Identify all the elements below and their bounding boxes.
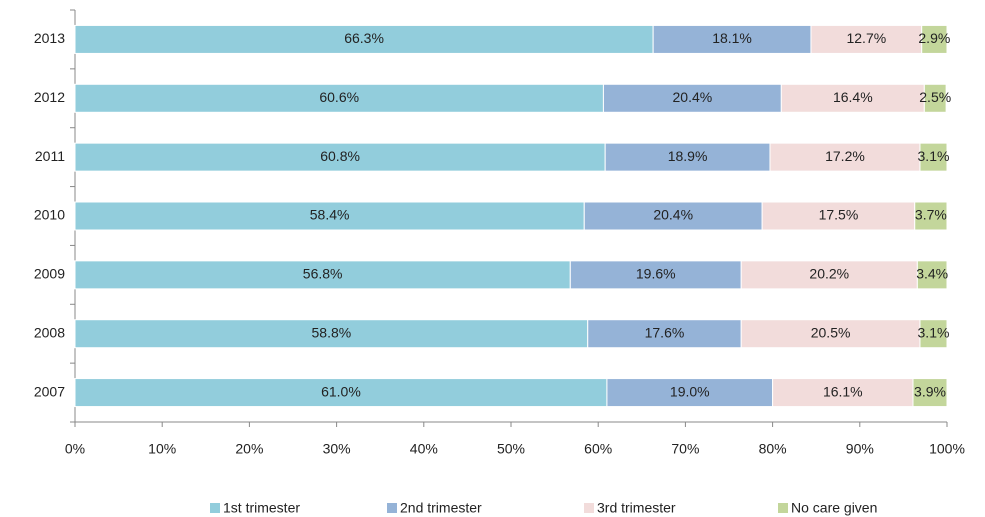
value-label: 17.2% (825, 148, 865, 164)
bar-segment (919, 142, 948, 172)
legend-swatch (584, 503, 594, 513)
bar-segment (912, 378, 948, 408)
x-tick-label: 50% (497, 441, 525, 457)
legend-swatch (210, 503, 220, 513)
y-tick-label: 2008 (34, 324, 65, 340)
bar-segment (916, 260, 948, 290)
value-label: 20.5% (811, 324, 851, 340)
bar-segment (740, 319, 921, 349)
value-label: 19.0% (670, 383, 710, 399)
x-tick-label: 10% (148, 441, 176, 457)
value-label: 3.4% (916, 266, 948, 282)
value-label: 20.2% (809, 266, 849, 282)
value-label: 18.1% (712, 30, 752, 46)
bar-segment (769, 142, 921, 172)
value-label: 18.9% (668, 148, 708, 164)
value-label: 3.1% (918, 324, 950, 340)
legend-swatch (387, 503, 397, 513)
value-label: 20.4% (673, 89, 713, 105)
y-tick-label: 2007 (34, 383, 65, 399)
legend-swatch (778, 503, 788, 513)
bar-segment (74, 260, 571, 290)
value-label: 3.9% (914, 383, 946, 399)
bar-segment (583, 201, 763, 231)
bar-segment (569, 260, 742, 290)
value-label: 2.5% (919, 89, 951, 105)
value-label: 17.6% (645, 324, 685, 340)
legend-label: 2nd trimester (400, 500, 482, 516)
value-label: 12.7% (846, 30, 886, 46)
value-label: 56.8% (303, 266, 343, 282)
legend-label: 1st trimester (223, 500, 300, 516)
bar-segment (923, 83, 947, 113)
bar-segment (74, 319, 589, 349)
bar-segment (74, 142, 606, 172)
bar-segment (602, 83, 782, 113)
value-label: 19.6% (636, 266, 676, 282)
bar-segment (921, 24, 948, 54)
y-tick-label: 2013 (34, 30, 65, 46)
value-label: 60.8% (320, 148, 360, 164)
x-tick-label: 20% (235, 441, 263, 457)
x-tick-label: 60% (584, 441, 612, 457)
bar-segment (587, 319, 742, 349)
bar-segment (772, 378, 914, 408)
y-tick-label: 2010 (34, 207, 65, 223)
value-label: 16.1% (823, 383, 863, 399)
value-label: 3.1% (918, 148, 950, 164)
x-tick-label: 100% (929, 441, 965, 457)
bar-segment (604, 142, 771, 172)
bar-segment (810, 24, 923, 54)
value-label: 66.3% (344, 30, 384, 46)
bar-segment (761, 201, 916, 231)
value-label: 16.4% (833, 89, 873, 105)
bar-segment (74, 83, 604, 113)
x-tick-label: 90% (846, 441, 874, 457)
x-tick-label: 70% (671, 441, 699, 457)
x-tick-label: 0% (65, 441, 85, 457)
bar-segment (919, 319, 948, 349)
legend-label: 3rd trimester (597, 500, 676, 516)
bar-segment (74, 378, 608, 408)
legend-label: No care given (791, 500, 877, 516)
x-tick-label: 80% (759, 441, 787, 457)
value-label: 2.9% (918, 30, 950, 46)
value-label: 61.0% (321, 383, 361, 399)
bar-segment (914, 201, 948, 231)
value-label: 58.8% (312, 324, 352, 340)
y-tick-label: 2012 (34, 89, 65, 105)
y-tick-label: 2011 (35, 148, 65, 164)
value-label: 17.5% (819, 207, 859, 223)
bar-segment (74, 201, 585, 231)
y-tick-label: 2009 (34, 266, 65, 282)
value-label: 60.6% (319, 89, 359, 105)
bar-segment (740, 260, 918, 290)
x-tick-label: 30% (323, 441, 351, 457)
x-tick-label: 40% (410, 441, 438, 457)
value-label: 3.7% (915, 207, 947, 223)
value-label: 58.4% (310, 207, 350, 223)
value-label: 20.4% (653, 207, 693, 223)
